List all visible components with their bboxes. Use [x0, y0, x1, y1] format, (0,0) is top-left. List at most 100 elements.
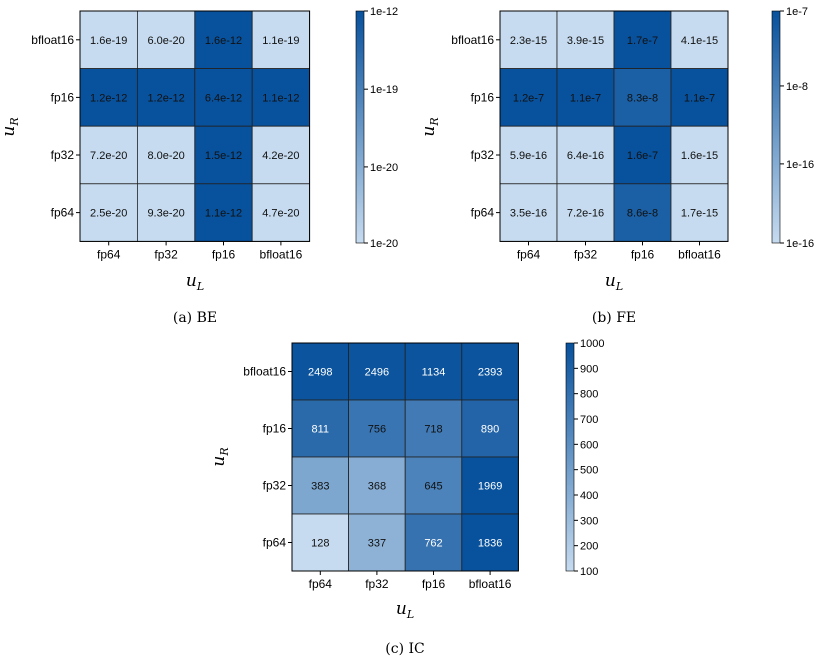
cell-value: 1.7e-15 — [681, 208, 718, 220]
cell-value: 1.6e-19 — [90, 35, 127, 47]
colorbar-tick-label: 1e-8 — [786, 81, 808, 93]
colorbar — [355, 10, 365, 244]
cell-value: 3.9e-15 — [567, 35, 604, 47]
heatmap-cell — [613, 183, 672, 242]
colorbar-tick-label: 1e-20 — [370, 162, 398, 174]
heatmap-cell — [613, 125, 672, 185]
colorbar-tick-label: 100 — [580, 566, 598, 578]
heatmap-cell — [291, 456, 349, 515]
x-axis-label-var: u — [186, 271, 197, 291]
y-tick-label: fp32 — [471, 148, 495, 162]
x-tick-label: fp64 — [517, 247, 541, 261]
cell-value: 5.9e-16 — [510, 150, 547, 162]
heatmap-cell — [404, 399, 463, 458]
cell-value: 7.2e-16 — [567, 208, 604, 220]
cell-value: 890 — [481, 424, 499, 436]
y-axis-label-var: u — [419, 126, 439, 137]
cell-value: 1.2e-12 — [90, 92, 127, 104]
heatmap-cell — [461, 399, 519, 458]
heatmap-cell — [556, 183, 615, 242]
cell-value: 337 — [368, 538, 386, 550]
cell-value: 2393 — [478, 367, 502, 379]
y-axis-label: uR — [0, 117, 21, 136]
cell-value: 6.4e-12 — [205, 92, 242, 104]
y-tick-label: fp16 — [51, 90, 75, 104]
heatmap-cell — [670, 68, 729, 127]
cell-value: 1.7e-7 — [627, 35, 658, 47]
heatmap-frame — [499, 10, 729, 242]
cell-value: 2.5e-20 — [90, 208, 127, 220]
cell-value: 762 — [424, 538, 442, 550]
cell-value: 6.0e-20 — [147, 35, 184, 47]
cell-value: 718 — [424, 424, 442, 436]
heatmap-cell — [404, 513, 463, 572]
colorbar-tick-label: 900 — [580, 363, 598, 375]
heatmap-cell — [348, 399, 406, 458]
x-tick-label: fp16 — [422, 577, 446, 591]
heatmap-cell — [404, 456, 463, 515]
heatmap-cell — [251, 68, 310, 127]
cell-value: 368 — [368, 481, 386, 493]
cell-value: 1.2e-12 — [147, 92, 184, 104]
y-axis-label: uR — [419, 117, 441, 136]
cell-value: 2496 — [365, 367, 389, 379]
x-tick-label: bfloat16 — [260, 247, 303, 261]
y-tick-label: fp16 — [263, 422, 287, 436]
y-tick-label: fp32 — [263, 479, 287, 493]
cell-value: 3.5e-16 — [510, 208, 547, 220]
cell-value: 6.4e-16 — [567, 150, 604, 162]
cell-value: 8.3e-8 — [627, 92, 658, 104]
x-axis-label-sub: L — [406, 608, 414, 621]
colorbar-tick-label: 1e-19 — [370, 84, 398, 96]
cell-value: 4.2e-20 — [262, 150, 299, 162]
panel-caption: (c) IC — [385, 641, 424, 657]
heatmap-cell — [499, 125, 558, 185]
colorbar-tick-label: 500 — [580, 465, 598, 477]
colorbar-tick-label: 1e-7 — [786, 6, 808, 18]
x-axis-label-sub: L — [196, 280, 204, 293]
colorbar-tick-label: 600 — [580, 439, 598, 451]
cell-value: 4.7e-20 — [262, 208, 299, 220]
cell-value: 1.6e-7 — [627, 150, 658, 162]
heatmap-cell — [136, 68, 196, 127]
y-axis-label: uR — [209, 447, 231, 466]
x-tick-label: fp64 — [97, 247, 121, 261]
cell-value: 4.1e-15 — [681, 35, 718, 47]
y-tick-label: fp16 — [471, 90, 495, 104]
cell-value: 1.5e-12 — [205, 150, 242, 162]
cell-value: 811 — [312, 424, 330, 436]
y-tick-label: bfloat16 — [31, 33, 74, 47]
y-tick-label: fp64 — [51, 206, 75, 220]
cell-value: 8.6e-8 — [627, 208, 658, 220]
heatmap-cell — [348, 456, 406, 515]
heatmap-cell — [136, 10, 196, 69]
x-tick-label: fp32 — [574, 247, 598, 261]
y-tick-label: fp64 — [263, 536, 287, 550]
cell-value: 383 — [311, 481, 329, 493]
heatmap-cell — [670, 10, 729, 69]
heatmap-frame — [291, 342, 519, 572]
y-axis-label-sub: R — [218, 447, 231, 456]
heatmap-cell — [613, 68, 672, 127]
x-tick-label: fp16 — [631, 247, 655, 261]
cell-value: 1969 — [478, 481, 502, 493]
colorbar-tick-label: 800 — [580, 389, 598, 401]
heatmap-cell — [556, 125, 615, 185]
cell-value: 8.0e-20 — [147, 150, 184, 162]
cell-value: 1.1e-7 — [570, 92, 601, 104]
heatmap-cell — [251, 10, 310, 69]
cell-value: 2.3e-15 — [510, 35, 547, 47]
heatmap-frame — [79, 10, 311, 242]
colorbar-tick-label: 1e-20 — [370, 238, 398, 250]
cell-value: 7.2e-20 — [90, 150, 127, 162]
colorbar — [565, 342, 575, 572]
y-tick-label: fp32 — [51, 148, 75, 162]
cell-value: 1.1e-12 — [205, 208, 242, 220]
colorbar-tick-label: 1e-12 — [370, 6, 398, 18]
cell-value: 645 — [424, 481, 442, 493]
cell-value: 1.1e-7 — [684, 92, 715, 104]
panel-caption: (b) FE — [592, 310, 636, 326]
heatmap-cell — [136, 125, 196, 185]
cell-value: 128 — [311, 538, 329, 550]
